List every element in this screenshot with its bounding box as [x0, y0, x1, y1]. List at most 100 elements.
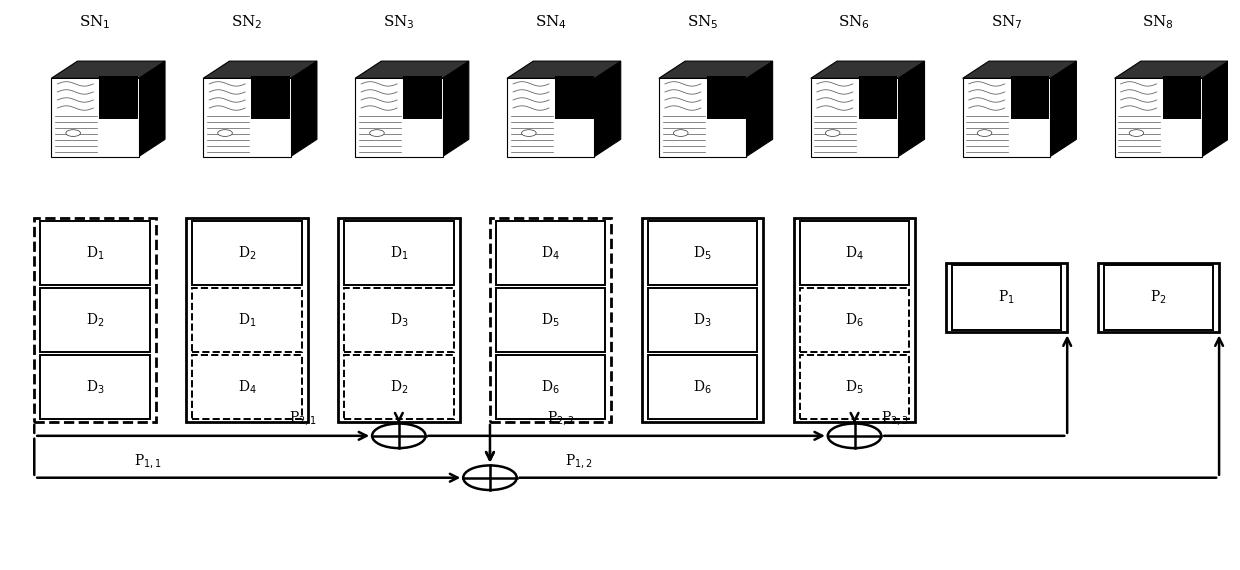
Text: D$_1$: D$_1$: [86, 244, 104, 262]
Text: D$_5$: D$_5$: [542, 311, 560, 329]
FancyBboxPatch shape: [345, 221, 454, 285]
Text: D$_2$: D$_2$: [389, 378, 408, 396]
Text: D$_2$: D$_2$: [86, 311, 104, 329]
Text: P$_{1,1}$: P$_{1,1}$: [134, 453, 161, 470]
Circle shape: [522, 130, 536, 136]
Circle shape: [370, 130, 384, 136]
Polygon shape: [813, 79, 857, 113]
FancyBboxPatch shape: [41, 221, 150, 285]
Text: SN$_1$: SN$_1$: [79, 13, 110, 31]
Text: D$_6$: D$_6$: [693, 378, 712, 396]
Text: SN$_3$: SN$_3$: [383, 13, 414, 31]
FancyBboxPatch shape: [800, 288, 909, 352]
Text: SN$_4$: SN$_4$: [534, 13, 567, 31]
Text: D$_3$: D$_3$: [86, 378, 104, 396]
Text: P$_2$: P$_2$: [1149, 289, 1167, 306]
Polygon shape: [658, 78, 746, 157]
Polygon shape: [658, 61, 773, 78]
Text: D$_5$: D$_5$: [846, 378, 864, 396]
FancyBboxPatch shape: [800, 355, 909, 419]
Text: D$_4$: D$_4$: [238, 378, 257, 396]
FancyBboxPatch shape: [41, 288, 150, 352]
Polygon shape: [206, 79, 249, 113]
Text: P$_{1,2}$: P$_{1,2}$: [565, 453, 593, 470]
Text: D$_6$: D$_6$: [542, 378, 560, 396]
FancyBboxPatch shape: [496, 355, 605, 419]
FancyBboxPatch shape: [192, 288, 301, 352]
Text: D$_3$: D$_3$: [693, 311, 712, 329]
Polygon shape: [898, 61, 925, 157]
Polygon shape: [99, 76, 138, 119]
Polygon shape: [355, 78, 443, 157]
Circle shape: [1130, 130, 1143, 136]
Polygon shape: [51, 61, 165, 78]
Text: D$_1$: D$_1$: [389, 244, 408, 262]
FancyBboxPatch shape: [649, 221, 758, 285]
Polygon shape: [1115, 78, 1202, 157]
Text: P$_{2,2}$: P$_{2,2}$: [547, 409, 575, 428]
FancyBboxPatch shape: [345, 355, 454, 419]
Polygon shape: [1050, 61, 1076, 157]
Text: P$_{2,1}$: P$_{2,1}$: [289, 409, 317, 428]
Polygon shape: [403, 76, 441, 119]
Polygon shape: [707, 76, 745, 119]
Text: D$_6$: D$_6$: [846, 311, 864, 329]
Polygon shape: [556, 76, 594, 119]
Polygon shape: [355, 61, 469, 78]
Polygon shape: [443, 61, 469, 157]
Polygon shape: [357, 79, 401, 113]
FancyBboxPatch shape: [649, 288, 758, 352]
Text: SN$_8$: SN$_8$: [1142, 13, 1174, 31]
Text: D$_4$: D$_4$: [846, 244, 864, 262]
Text: D$_4$: D$_4$: [542, 244, 560, 262]
Circle shape: [66, 130, 81, 136]
FancyBboxPatch shape: [952, 266, 1061, 329]
Polygon shape: [510, 79, 553, 113]
Circle shape: [977, 130, 992, 136]
Polygon shape: [252, 76, 290, 119]
Polygon shape: [965, 79, 1008, 113]
Polygon shape: [962, 61, 1076, 78]
Text: D$_2$: D$_2$: [238, 244, 257, 262]
FancyBboxPatch shape: [649, 355, 758, 419]
Polygon shape: [51, 78, 139, 157]
Polygon shape: [1202, 61, 1229, 157]
FancyBboxPatch shape: [496, 221, 605, 285]
Text: SN$_2$: SN$_2$: [231, 13, 263, 31]
Polygon shape: [1163, 76, 1202, 119]
Polygon shape: [507, 78, 594, 157]
Polygon shape: [962, 78, 1050, 157]
Polygon shape: [290, 61, 317, 157]
Polygon shape: [811, 78, 898, 157]
Polygon shape: [53, 79, 97, 113]
Polygon shape: [811, 61, 925, 78]
Text: SN$_6$: SN$_6$: [838, 13, 870, 31]
Polygon shape: [746, 61, 773, 157]
FancyBboxPatch shape: [192, 221, 301, 285]
Polygon shape: [1011, 76, 1049, 119]
Text: D$_3$: D$_3$: [389, 311, 408, 329]
Text: D$_5$: D$_5$: [693, 244, 712, 262]
Circle shape: [218, 130, 232, 136]
FancyBboxPatch shape: [800, 221, 909, 285]
Polygon shape: [859, 76, 898, 119]
FancyBboxPatch shape: [41, 355, 150, 419]
Polygon shape: [1115, 61, 1229, 78]
FancyBboxPatch shape: [192, 355, 301, 419]
FancyBboxPatch shape: [496, 288, 605, 352]
Polygon shape: [661, 79, 704, 113]
FancyBboxPatch shape: [345, 288, 454, 352]
Text: P$_{2,3}$: P$_{2,3}$: [882, 409, 909, 428]
Circle shape: [826, 130, 839, 136]
Polygon shape: [203, 61, 317, 78]
Text: P$_1$: P$_1$: [998, 289, 1014, 306]
Text: SN$_7$: SN$_7$: [991, 13, 1022, 31]
Polygon shape: [1117, 79, 1161, 113]
Text: D$_1$: D$_1$: [238, 311, 257, 329]
Polygon shape: [139, 61, 165, 157]
Polygon shape: [203, 78, 290, 157]
FancyBboxPatch shape: [1104, 266, 1213, 329]
Polygon shape: [594, 61, 621, 157]
Polygon shape: [507, 61, 621, 78]
Text: SN$_5$: SN$_5$: [687, 13, 718, 31]
